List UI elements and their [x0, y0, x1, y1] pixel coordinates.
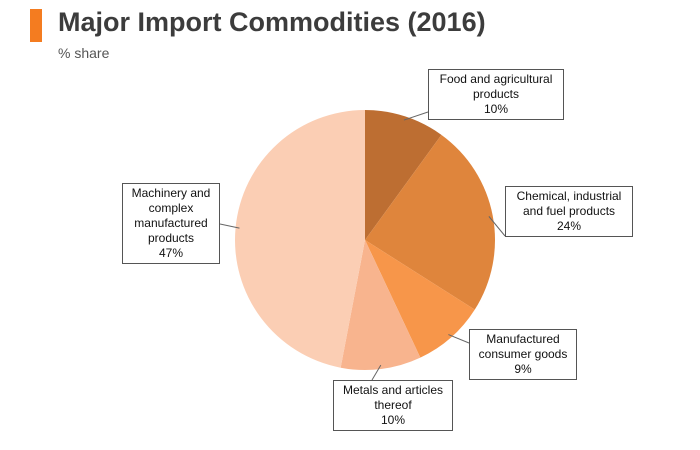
label-machinery-line4: products	[147, 231, 195, 245]
pie-slice-machinery	[234, 110, 365, 368]
label-consumer-line1: Manufactured	[486, 332, 560, 346]
label-machinery-value: 47%	[158, 246, 184, 260]
leader-lines	[219, 111, 506, 381]
label-machinery-line2: complex	[148, 201, 194, 215]
label-consumer-value: 9%	[514, 362, 532, 376]
leader-line-consumer	[448, 334, 470, 344]
pie-slice-consumer	[365, 240, 475, 358]
label-machinery-line3: manufactured	[134, 216, 208, 230]
leader-line-chemical	[488, 216, 506, 237]
pie-slices	[234, 110, 495, 370]
label-chemical-line1: Chemical, industrial	[516, 189, 622, 203]
label-chemical-line2: and fuel products	[522, 204, 616, 218]
label-metals-line1: Metals and articles	[342, 383, 444, 397]
label-food-value: 10%	[483, 102, 509, 116]
label-consumer-line2: consumer goods	[478, 347, 568, 361]
label-machinery-line1: Machinery and	[131, 186, 211, 200]
title-accent-bar	[30, 9, 42, 42]
pie-slice-metals	[340, 240, 421, 370]
label-metals-value: 10%	[380, 413, 406, 427]
pie-slice-chemical	[365, 134, 495, 310]
label-metals: Metals and articles thereof 10%	[333, 380, 453, 431]
label-chemical: Chemical, industrial and fuel products 2…	[505, 186, 633, 237]
label-food-line1: Food and agricultural	[439, 72, 553, 86]
leader-line-metals	[371, 364, 382, 381]
pie-slice-food	[365, 110, 442, 240]
label-chemical-value: 24%	[556, 219, 582, 233]
chart-subtitle: % share	[58, 45, 110, 61]
label-metals-line2: thereof	[374, 398, 412, 412]
leader-line-food	[403, 111, 429, 121]
label-machinery: Machinery and complex manufactured produ…	[122, 183, 220, 264]
label-food-line2: products	[472, 87, 520, 101]
leader-line-machinery	[219, 223, 240, 229]
chart-title: Major Import Commodities (2016)	[58, 7, 486, 37]
label-consumer: Manufactured consumer goods 9%	[469, 329, 577, 380]
label-food: Food and agricultural products 10%	[428, 69, 564, 120]
